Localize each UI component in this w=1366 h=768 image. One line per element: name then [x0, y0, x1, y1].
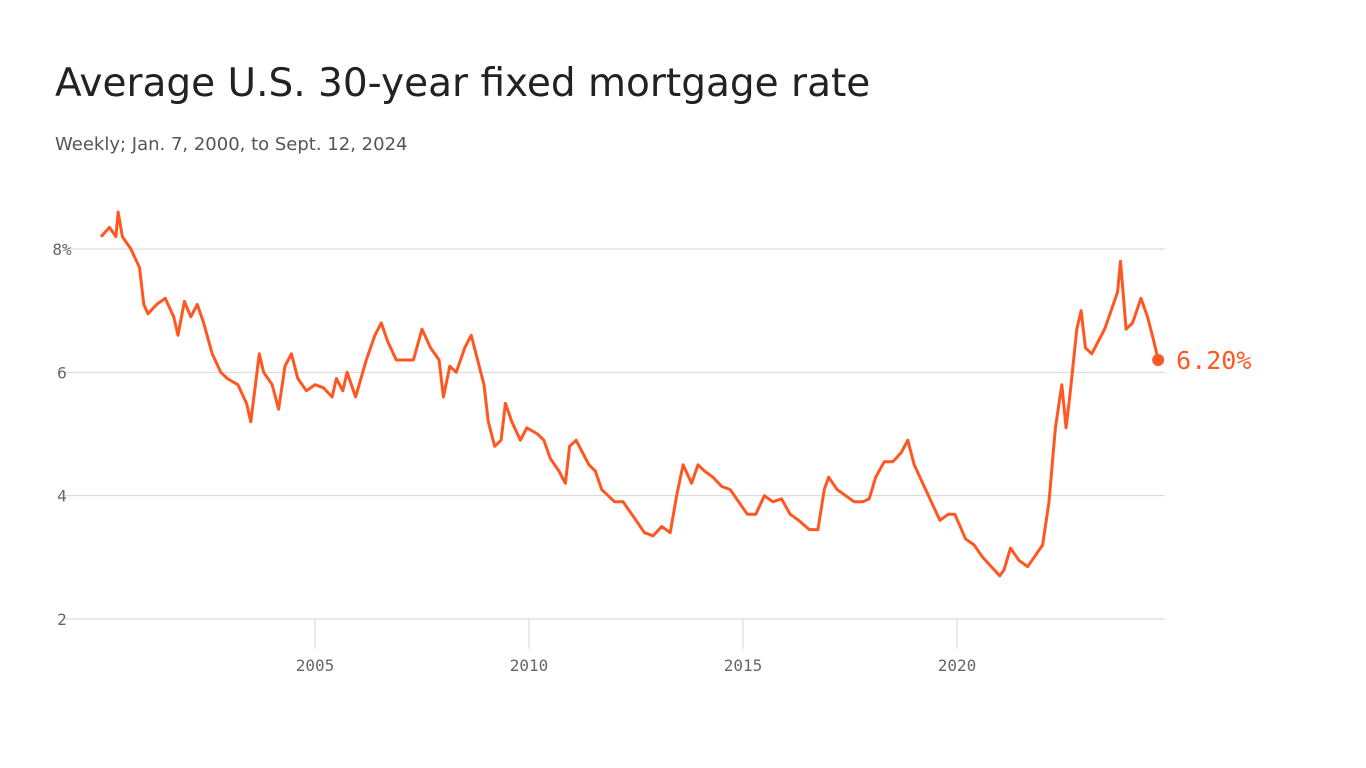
data-line	[99, 210, 1160, 578]
x-tick-label: 2010	[510, 656, 549, 675]
end-dot	[1152, 354, 1165, 366]
chart-title: Average U.S. 30-year fixed mortgage rate	[55, 61, 870, 106]
x-tick-label: 2020	[938, 656, 977, 675]
y-tick-label: 6	[57, 363, 67, 382]
y-tick-label: 4	[57, 487, 67, 506]
end-label: 6.20%	[1176, 346, 1251, 375]
y-tick-label: 2	[57, 610, 67, 629]
chart-subtitle: Weekly; Jan. 7, 2000, to Sept. 12, 2024	[55, 134, 407, 155]
x-tick-label: 2005	[296, 656, 335, 675]
x-tick-label: 2015	[724, 656, 763, 675]
y-tick-label: 8%	[52, 240, 72, 259]
